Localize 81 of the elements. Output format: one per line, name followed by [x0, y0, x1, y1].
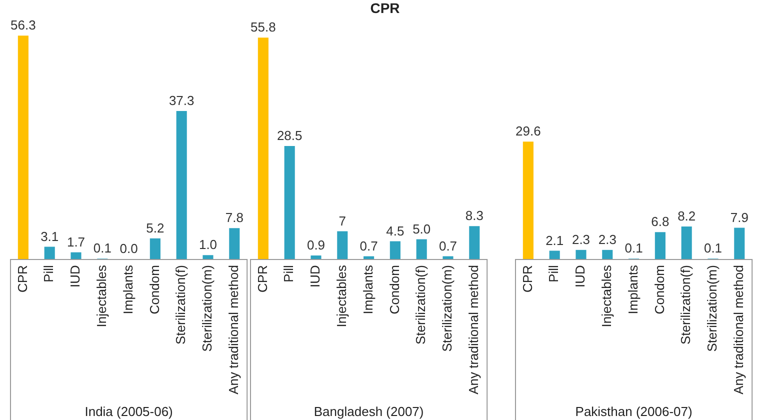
x-tick-label: Injectables: [94, 264, 109, 328]
bar: [469, 226, 480, 260]
x-tick-label: Sterilization(f): [173, 265, 188, 345]
x-tick-label: Injectables: [598, 264, 614, 328]
x-tick-label: IUD: [308, 265, 323, 288]
data-label: 0.1: [624, 240, 643, 256]
data-label: 5.2: [146, 220, 164, 236]
bar: [202, 255, 214, 260]
data-label: 0.7: [438, 238, 458, 254]
data-label: 1.7: [66, 234, 86, 250]
x-tick-label: Sterilization(m): [200, 265, 215, 352]
x-tick-label: IUD: [68, 265, 83, 288]
bar: [602, 250, 613, 260]
data-label: 7: [338, 213, 346, 228]
data-label: 4.5: [386, 223, 404, 238]
data-label: 1.0: [198, 237, 218, 252]
x-tick-label: Sterilization(m): [704, 265, 720, 352]
bar: [176, 111, 187, 260]
bar: [549, 250, 560, 260]
data-label: 0.1: [93, 240, 112, 256]
bar: [150, 238, 160, 260]
data-label: 0.0: [120, 241, 138, 256]
data-label: 56.3: [10, 18, 36, 33]
data-label: 7.9: [730, 210, 748, 225]
x-axis-title: Bangladesh (2007): [314, 404, 424, 419]
data-label: 3.1: [40, 228, 59, 244]
data-label: 29.6: [516, 124, 541, 139]
data-label: 0.9: [306, 238, 326, 253]
bar: [522, 142, 534, 260]
data-label: 37.3: [168, 93, 194, 108]
x-tick-label: Condom: [386, 265, 402, 314]
bar: [44, 246, 55, 260]
x-tick-label: Condom: [652, 265, 667, 314]
x-tick-label: Implants: [120, 264, 136, 314]
bar: [442, 256, 454, 260]
x-tick-label: Sterilization(f): [678, 265, 694, 345]
bar: [18, 36, 28, 260]
bar: [229, 228, 240, 260]
data-label: 0.7: [360, 238, 378, 254]
x-tick-label: Any traditional method: [730, 265, 746, 394]
x-tick-label: IUD: [572, 265, 588, 288]
bar: [284, 146, 295, 260]
bar: [734, 228, 745, 260]
data-label: 2.3: [572, 232, 590, 247]
bar: [70, 252, 82, 260]
x-tick-label: Injectables: [334, 264, 349, 328]
data-label: 5.0: [412, 221, 431, 236]
bar: [576, 250, 586, 260]
x-tick-label: Any traditional method: [226, 265, 241, 394]
x-tick-label: Sterilization(m): [440, 265, 455, 352]
bar: [654, 232, 666, 260]
bar: [310, 255, 322, 260]
data-label: 6.8: [651, 214, 670, 230]
x-tick-label: CPR: [14, 265, 30, 292]
x-tick-label: Pill: [546, 264, 562, 282]
bar: [416, 239, 427, 260]
x-tick-label: Implants: [625, 264, 640, 314]
x-tick-label: Any traditional method: [466, 265, 481, 394]
x-tick-label: CPR: [520, 265, 535, 292]
bar: [681, 226, 692, 260]
x-tick-label: Pill: [41, 264, 56, 282]
bar: [364, 256, 374, 260]
data-label: 8.2: [678, 208, 696, 224]
x-tick-label: Condom: [146, 265, 162, 314]
bar: [390, 241, 400, 260]
data-label: 2.1: [546, 232, 564, 248]
data-label: 8.3: [465, 208, 484, 224]
x-tick-label: Pill: [281, 264, 296, 282]
data-label: 28.5: [276, 128, 302, 144]
x-tick-label: CPR: [254, 265, 270, 292]
chart-title: CPR: [369, 0, 401, 16]
data-label: 0.1: [704, 240, 722, 256]
x-axis-title: India (2005-06): [84, 404, 173, 419]
data-label: 7.8: [225, 210, 244, 226]
x-tick-label: Implants: [360, 264, 376, 314]
bar: [337, 231, 348, 260]
x-tick-label: Sterilization(f): [413, 265, 428, 345]
x-axis-title: Pakisthan (2006-07): [575, 404, 692, 419]
data-label: 55.8: [250, 20, 276, 35]
bar: [258, 38, 268, 260]
data-label: 2.3: [598, 232, 616, 247]
